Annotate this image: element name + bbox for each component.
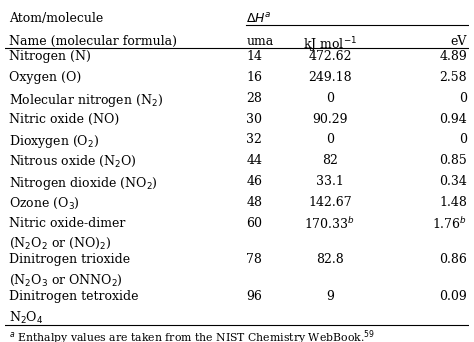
Text: Molecular nitrogen (N$_2$): Molecular nitrogen (N$_2$): [9, 92, 164, 109]
Text: 0: 0: [459, 133, 467, 146]
Text: 82.8: 82.8: [316, 253, 344, 266]
Text: 0: 0: [326, 133, 334, 146]
Text: 1.48: 1.48: [439, 196, 467, 209]
Text: 0.86: 0.86: [439, 253, 467, 266]
Text: 44: 44: [246, 154, 262, 167]
Text: 96: 96: [246, 290, 262, 303]
Text: 0.85: 0.85: [439, 154, 467, 167]
Text: 28: 28: [246, 92, 262, 105]
Text: 90.29: 90.29: [312, 113, 347, 126]
Text: 0: 0: [459, 92, 467, 105]
Text: uma: uma: [246, 35, 273, 48]
Text: 48: 48: [246, 196, 262, 209]
Text: Dioxygen (O$_2$): Dioxygen (O$_2$): [9, 133, 100, 150]
Text: 170.33$^{b}$: 170.33$^{b}$: [304, 216, 356, 233]
Text: 46: 46: [246, 175, 262, 188]
Text: Nitrogen (N): Nitrogen (N): [9, 50, 91, 63]
Text: Nitric oxide (NO): Nitric oxide (NO): [9, 113, 119, 126]
Text: 2.58: 2.58: [439, 71, 467, 84]
Text: Dinitrogen trioxide: Dinitrogen trioxide: [9, 253, 130, 266]
Text: Nitrogen dioxide (NO$_2$): Nitrogen dioxide (NO$_2$): [9, 175, 158, 192]
Text: Nitric oxide-dimer: Nitric oxide-dimer: [9, 216, 126, 229]
Text: 0: 0: [326, 92, 334, 105]
Text: Nitrous oxide (N$_2$O): Nitrous oxide (N$_2$O): [9, 154, 137, 169]
Text: $\Delta H^{a}$: $\Delta H^{a}$: [246, 12, 272, 26]
Text: (N$_2$O$_3$ or ONNO$_2$): (N$_2$O$_3$ or ONNO$_2$): [9, 273, 123, 288]
Text: 1.76$^{b}$: 1.76$^{b}$: [432, 216, 467, 233]
Text: Oxygen (O): Oxygen (O): [9, 71, 82, 84]
Text: 9: 9: [326, 290, 334, 303]
Text: 60: 60: [246, 216, 262, 229]
Text: 16: 16: [246, 71, 262, 84]
Text: 249.18: 249.18: [308, 71, 352, 84]
Text: 472.62: 472.62: [308, 50, 352, 63]
Text: 0.94: 0.94: [439, 113, 467, 126]
Text: Atom/molecule: Atom/molecule: [9, 12, 104, 25]
Text: N$_2$O$_4$: N$_2$O$_4$: [9, 310, 44, 326]
Text: Name (molecular formula): Name (molecular formula): [9, 35, 177, 48]
Text: 0.34: 0.34: [439, 175, 467, 188]
Text: 32: 32: [246, 133, 262, 146]
Text: kJ mol$^{-1}$: kJ mol$^{-1}$: [303, 35, 357, 55]
Text: 33.1: 33.1: [316, 175, 344, 188]
Text: 14: 14: [246, 50, 262, 63]
Text: (N$_2$O$_2$ or (NO)$_2$): (N$_2$O$_2$ or (NO)$_2$): [9, 236, 112, 251]
Text: 0.09: 0.09: [439, 290, 467, 303]
Text: eV: eV: [451, 35, 467, 48]
Text: 82: 82: [322, 154, 338, 167]
Text: 142.67: 142.67: [308, 196, 352, 209]
Text: Dinitrogen tetroxide: Dinitrogen tetroxide: [9, 290, 139, 303]
Text: 78: 78: [246, 253, 262, 266]
Text: 30: 30: [246, 113, 262, 126]
Text: Ozone (O$_3$): Ozone (O$_3$): [9, 196, 80, 211]
Text: 4.89: 4.89: [439, 50, 467, 63]
Text: $^{a}$ Enthalpy values are taken from the NIST Chemistry WebBook.$^{59}$: $^{a}$ Enthalpy values are taken from th…: [9, 328, 375, 342]
